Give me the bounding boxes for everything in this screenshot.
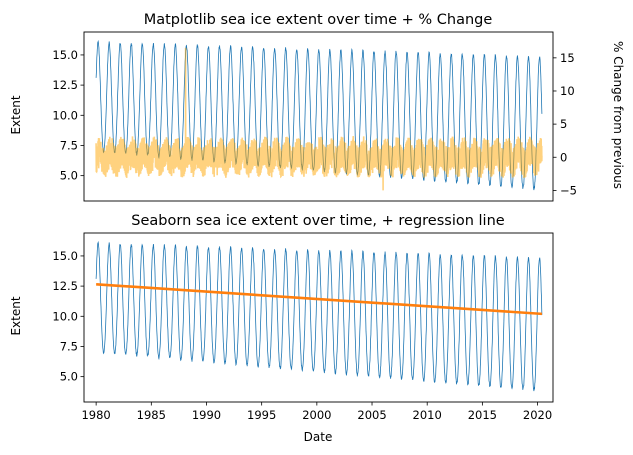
bottom-x-tick-label: 2015: [468, 408, 497, 422]
bottom-x-tick-label: 1995: [247, 408, 276, 422]
bottom-y-tick-label: 5.0: [60, 370, 78, 384]
top-chart: Matplotlib sea ice extent over time + % …: [9, 12, 625, 202]
bottom-y-tick-label: 10.0: [52, 309, 78, 323]
top-y-tick-label: 7.5: [60, 138, 78, 152]
bottom-y-tick-label: 15.0: [52, 249, 78, 263]
bottom-x-tick-label: 2020: [523, 408, 552, 422]
bottom-x-tick-label: 1985: [137, 408, 166, 422]
pct-change-series-line: [95, 47, 543, 191]
top-y-tick-label: 5.0: [60, 169, 78, 183]
top-y-tick-label: 15.0: [52, 48, 78, 62]
top-plot-frame: [83, 31, 554, 202]
bottom-y-axis-label: Extent: [9, 296, 23, 335]
bottom-y-tick-label: 7.5: [60, 339, 78, 353]
top-y-tick-label: 10.0: [52, 108, 78, 122]
top-y-axis-label: Extent: [9, 95, 23, 134]
top-y2-tick-label: 5: [560, 117, 567, 131]
bottom-x-tick-label: 2005: [357, 408, 386, 422]
bottom-x-tick-label: 1990: [192, 408, 221, 422]
regression-line: [96, 283, 543, 316]
bottom-x-axis-label: Date: [304, 430, 333, 444]
top-chart-title: Matplotlib sea ice extent over time + % …: [144, 12, 493, 28]
top-y2-tick-label: 15: [560, 51, 575, 65]
bottom-y-tick-label: 12.5: [52, 279, 78, 293]
bottom-x-tick-label: 2010: [413, 408, 442, 422]
top-y2-tick-label: −5: [560, 183, 577, 197]
bottom-plot-frame: [83, 232, 554, 403]
top-y-tick-label: 12.5: [52, 78, 78, 92]
top-y2-axis-label: % Change from previous: [611, 41, 625, 189]
top-y2-tick-label: 0: [560, 150, 567, 164]
bottom-chart: Seaborn sea ice extent over time, + regr…: [9, 213, 554, 444]
bottom-chart-title: Seaborn sea ice extent over time, + regr…: [131, 213, 504, 229]
extent-series-line: [95, 240, 543, 392]
bottom-x-tick-label: 2000: [302, 408, 331, 422]
top-y2-tick-label: 10: [560, 84, 575, 98]
bottom-x-tick-label: 1980: [81, 408, 110, 422]
